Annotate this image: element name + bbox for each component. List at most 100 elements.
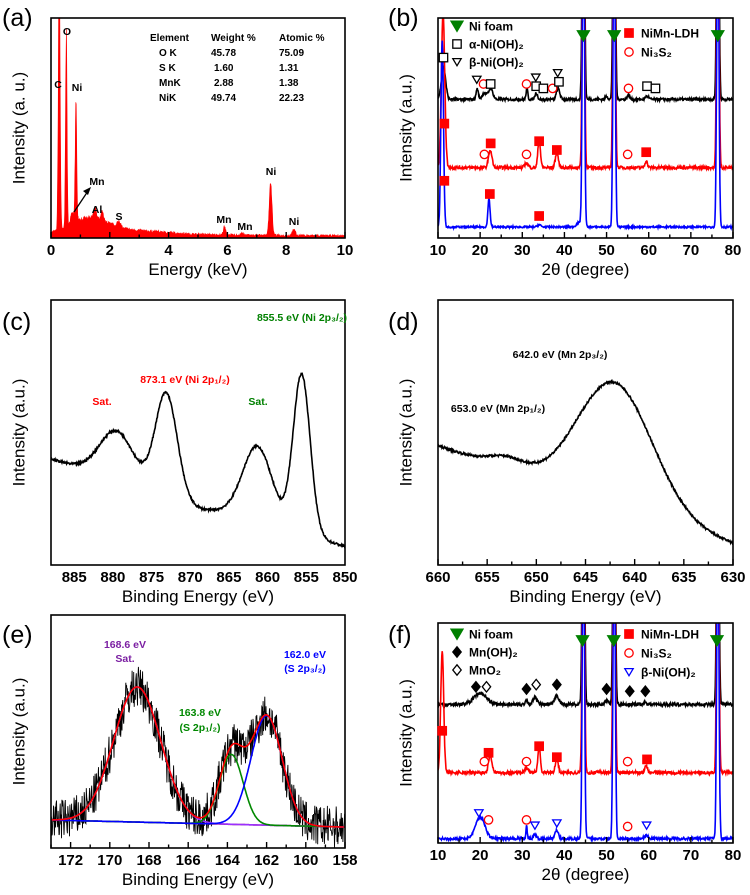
peak-annotation: Mn xyxy=(216,214,231,226)
x-tick-label: 635 xyxy=(671,569,696,586)
legend-label: Ni foam xyxy=(469,20,513,34)
square-open-marker xyxy=(650,83,661,94)
x-tick-label: 885 xyxy=(62,569,87,586)
red-circle-marker xyxy=(623,83,634,94)
red-circle-marker xyxy=(622,821,633,832)
x-tick-label: 60 xyxy=(640,242,657,259)
x-tick-label: 162 xyxy=(254,852,279,869)
legend: Ni foam Mn(OH)₂ MnO₂ NiMn-LDH Ni₃S₂ β-Ni(OH)₂ xyxy=(449,628,699,680)
x-tick-label: 640 xyxy=(622,569,647,586)
peak-annotation: (S 2p₁/₂) xyxy=(179,722,220,734)
x-tick-label: 164 xyxy=(215,852,241,869)
x-tick-label: 655 xyxy=(475,569,500,586)
legend-label: NiMn-LDH xyxy=(641,27,699,41)
red-square-marker xyxy=(485,138,496,149)
x-tick-label: 875 xyxy=(139,569,164,586)
table-header: Atomic % xyxy=(279,33,325,44)
red-square-marker xyxy=(534,741,544,752)
peak-annotation: Ni xyxy=(266,166,277,178)
square-open-marker xyxy=(554,76,564,87)
x-tick-label: 860 xyxy=(255,569,280,586)
panel-a: 0 2 4 6 8 10 Energy (keV) Intensity (a. u.) (a) C… xyxy=(2,4,354,279)
x-tick-label: 855 xyxy=(294,569,319,586)
panel-label: (f) xyxy=(388,621,412,649)
peak-annotation: C xyxy=(54,79,62,91)
x-tick-label: 70 xyxy=(683,242,700,259)
legend-label: β-Ni(OH)₂ xyxy=(641,666,696,680)
red-circle-marker xyxy=(521,149,532,160)
square-open-marker xyxy=(452,39,462,49)
peak-annotation: Al xyxy=(92,204,103,216)
panel-label: (b) xyxy=(388,4,419,32)
legend-entry: Ni foam xyxy=(449,20,513,34)
x-tick-label: 870 xyxy=(178,569,203,586)
legend-entry: Mn(OH)₂ xyxy=(451,645,518,660)
y-axis-title: Intensity (a.u.) xyxy=(9,379,28,487)
legend-entry: NiMn-LDH xyxy=(624,628,699,642)
table-cell: 1.31 xyxy=(279,63,299,74)
plot-area xyxy=(438,378,733,546)
y-axis-title: Intensity (a.u.) xyxy=(396,379,415,487)
diamond-filled-marker xyxy=(470,680,481,694)
peak-annotation: Mn xyxy=(89,176,104,188)
legend-entry: NiMn-LDH xyxy=(624,27,699,41)
triangle-open-marker xyxy=(552,68,564,79)
triangle-open-marker xyxy=(530,73,542,83)
x-tick-label: 880 xyxy=(100,569,125,586)
series-mn-2p xyxy=(438,378,733,546)
series-raw xyxy=(51,666,345,848)
red-circle-marker xyxy=(521,815,532,825)
x-tick-label: 20 xyxy=(472,847,489,864)
x-tick-label: 650 xyxy=(524,569,549,586)
red-square-marker xyxy=(624,28,634,38)
panel-f: 10 20 30 40 50 60 70 80 2θ (degree) Intensity (a.… xyxy=(388,621,741,884)
x-tick-label: 2 xyxy=(106,242,114,259)
peak-annotation: (S 2p₃/₂) xyxy=(284,663,326,675)
table-cell: 75.09 xyxy=(279,48,304,59)
panel-label: (c) xyxy=(2,308,31,336)
x-tick-label: 0 xyxy=(47,242,55,259)
red-square-marker xyxy=(551,145,562,155)
diamond-filled-marker xyxy=(521,682,532,696)
x-tick-label: 10 xyxy=(430,242,447,259)
x-tick-label: 30 xyxy=(514,242,531,259)
diamond-filled-marker xyxy=(624,684,635,698)
series-envelope xyxy=(51,686,345,828)
red-circle-marker xyxy=(624,47,634,57)
table-cell: NiK xyxy=(159,93,177,104)
x-tick-label: 30 xyxy=(514,847,531,864)
plot-frame xyxy=(437,299,734,566)
peak-annotation: Mn xyxy=(237,221,252,233)
x-tick-label: 6 xyxy=(223,242,231,259)
red-square-marker xyxy=(551,752,562,763)
diamond-filled-marker xyxy=(601,682,612,696)
legend-label: α-Ni(OH)₂ xyxy=(469,38,524,52)
x-tick-label: 172 xyxy=(58,852,83,869)
peak-annotation: Ni xyxy=(289,216,300,228)
table-header: Weight % xyxy=(211,33,256,44)
red-square-marker xyxy=(624,629,634,639)
x-tick-label: 40 xyxy=(556,242,573,259)
table-cell: 2.88 xyxy=(214,78,234,89)
x-tick-label: 630 xyxy=(720,569,745,586)
diamond-filled-marker xyxy=(451,645,463,659)
plot-area xyxy=(51,372,345,549)
x-tick-label: 10 xyxy=(430,847,447,864)
diamond-open-marker xyxy=(481,680,492,694)
peak-annotation: Sat. xyxy=(92,396,111,408)
peak-annotation: S xyxy=(115,211,122,223)
series-eds xyxy=(51,18,345,238)
blue-triangle-marker xyxy=(551,819,563,829)
peak-annotation: 873.1 eV (Ni 2p₁/₂) xyxy=(140,374,230,386)
diamond-open-marker xyxy=(531,678,542,691)
x-axis-title: Binding Energy (eV) xyxy=(122,870,274,889)
x-tick-label: 50 xyxy=(598,847,615,864)
ni-foam-triangle-marker xyxy=(449,628,465,641)
x-tick-label: 645 xyxy=(573,569,598,586)
x-tick-label: 60 xyxy=(640,847,657,864)
x-tick-label: 10 xyxy=(337,242,354,259)
peak-annotation: Ni xyxy=(72,82,83,94)
panel-d: 660 655 650 645 640 635 630 Binding Energy (eV)… xyxy=(388,299,746,606)
legend-label: β-Ni(OH)₂ xyxy=(469,56,524,70)
square-open-marker xyxy=(642,81,652,92)
